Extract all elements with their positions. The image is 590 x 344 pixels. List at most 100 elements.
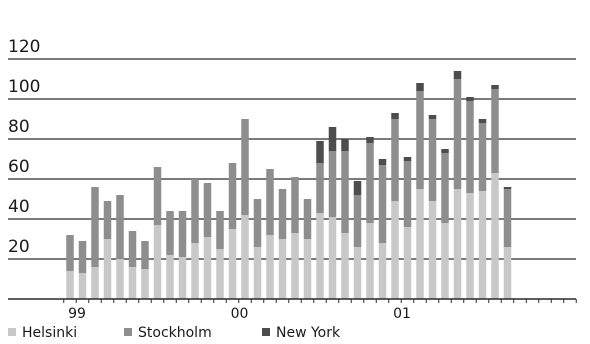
bar-segment-stockholm	[366, 143, 374, 223]
bar-segment-stockholm	[316, 163, 324, 213]
bar-segment-helsinki	[378, 243, 387, 299]
y-tick-label: 20	[8, 237, 30, 257]
bar-segment-helsinki	[241, 215, 249, 299]
legend-swatch-stockholm	[124, 328, 132, 336]
bar-segment-stockholm	[278, 189, 287, 239]
bar-segment-helsinki	[453, 189, 462, 299]
y-tick-label: 100	[8, 77, 40, 97]
bar-segment-helsinki	[153, 225, 162, 299]
legend-label: Helsinki	[22, 325, 77, 341]
bar-segment-helsinki	[103, 239, 112, 299]
bar-segment-stockholm	[216, 211, 224, 249]
bar-segment-new-york	[416, 83, 424, 91]
bar-segment-stockholm	[66, 235, 74, 271]
bar-segment-helsinki	[116, 259, 124, 299]
bar-segment-helsinki	[341, 233, 349, 299]
bar-segment-stockholm	[241, 119, 249, 215]
bar-segment-helsinki	[478, 191, 487, 299]
bar-segment-stockholm	[253, 199, 262, 247]
bar-segment-helsinki	[228, 229, 237, 299]
legend: Helsinki Stockholm New York	[8, 325, 341, 341]
bar-segment-helsinki	[91, 267, 99, 299]
bar-segment-helsinki	[66, 271, 74, 299]
y-tick-labels: 20 40 60 80 100 120	[8, 37, 40, 257]
bar-segment-stockholm	[116, 195, 124, 259]
legend-label: New York	[276, 325, 341, 341]
y-tick-label: 40	[8, 197, 30, 217]
bar-segment-stockholm	[503, 189, 512, 247]
bar-segment-stockholm	[141, 241, 149, 269]
bar-segment-stockholm	[391, 119, 399, 201]
bar-segment-new-york	[391, 113, 399, 119]
bar-segment-helsinki	[128, 267, 137, 299]
bar-segment-helsinki	[78, 273, 87, 299]
bar-segment-new-york	[403, 157, 412, 161]
bar-segment-new-york	[503, 187, 512, 189]
bar-segment-helsinki	[403, 227, 412, 299]
bar-segment-helsinki	[203, 237, 212, 299]
bar-segment-stockholm	[153, 167, 162, 225]
bar-segment-stockholm	[203, 183, 212, 237]
bar-segment-stockholm	[491, 89, 499, 173]
bar-segment-helsinki	[178, 257, 187, 299]
x-tick-label: 01	[393, 306, 411, 322]
bar-segment-helsinki	[278, 239, 287, 299]
bar-segment-new-york	[428, 115, 437, 119]
bar-segment-stockholm	[353, 195, 362, 247]
bar-segment-stockholm	[191, 179, 199, 243]
bar-segment-new-york	[378, 159, 387, 165]
bar-segment-stockholm	[478, 123, 487, 191]
bar-segment-new-york	[341, 139, 349, 151]
y-tick-label: 120	[8, 37, 40, 57]
bar-segment-stockholm	[378, 165, 387, 243]
bar-segment-stockholm	[416, 91, 424, 189]
bar-segment-helsinki	[416, 189, 424, 299]
bar-segment-helsinki	[141, 269, 149, 299]
bar-segment-new-york	[466, 97, 474, 101]
bar-segment-helsinki	[353, 247, 362, 299]
bar-segment-helsinki	[266, 235, 274, 299]
bar-segment-stockholm	[328, 151, 337, 217]
bar-segment-new-york	[366, 137, 374, 143]
bar-segment-helsinki	[366, 223, 374, 299]
bar-segment-stockholm	[166, 211, 174, 255]
bar-segment-new-york	[328, 127, 337, 151]
bar-segment-helsinki	[216, 249, 224, 299]
bar-segment-helsinki	[441, 223, 449, 299]
bar-segment-helsinki	[328, 217, 337, 299]
bar-segment-stockholm	[128, 231, 137, 267]
bar-segment-helsinki	[316, 213, 324, 299]
legend-swatch-new-york	[262, 328, 270, 336]
x-tick-label: 00	[231, 306, 249, 322]
bar-segment-new-york	[478, 119, 487, 123]
bar-segment-new-york	[353, 181, 362, 195]
bar-segment-helsinki	[491, 173, 499, 299]
x-axis	[8, 298, 577, 303]
bar-segment-stockholm	[91, 187, 99, 267]
bar-segment-stockholm	[453, 79, 462, 189]
bar-segment-stockholm	[303, 199, 312, 239]
x-tick-label: 99	[68, 306, 86, 322]
bar-segment-stockholm	[266, 169, 274, 235]
bar-segment-helsinki	[428, 201, 437, 299]
bar-segment-stockholm	[178, 211, 187, 257]
bar-segment-helsinki	[191, 243, 199, 299]
bar-segment-new-york	[441, 149, 449, 153]
bar-segment-stockholm	[103, 201, 112, 239]
bar-segment-helsinki	[166, 255, 174, 299]
x-tick-labels: 99 00 01	[68, 306, 411, 322]
bar-segment-helsinki	[503, 247, 512, 299]
bar-segment-stockholm	[291, 177, 299, 233]
bar-segment-new-york	[316, 141, 324, 163]
bar-segment-new-york	[491, 85, 499, 89]
bar-segment-helsinki	[466, 193, 474, 299]
bar-segment-helsinki	[303, 239, 312, 299]
bar-segment-stockholm	[78, 241, 87, 273]
bar-segment-helsinki	[291, 233, 299, 299]
y-tick-label: 60	[8, 157, 30, 177]
bar-segment-stockholm	[466, 101, 474, 193]
y-tick-label: 80	[8, 117, 30, 137]
bar-segment-stockholm	[428, 119, 437, 201]
legend-label: Stockholm	[138, 325, 212, 341]
